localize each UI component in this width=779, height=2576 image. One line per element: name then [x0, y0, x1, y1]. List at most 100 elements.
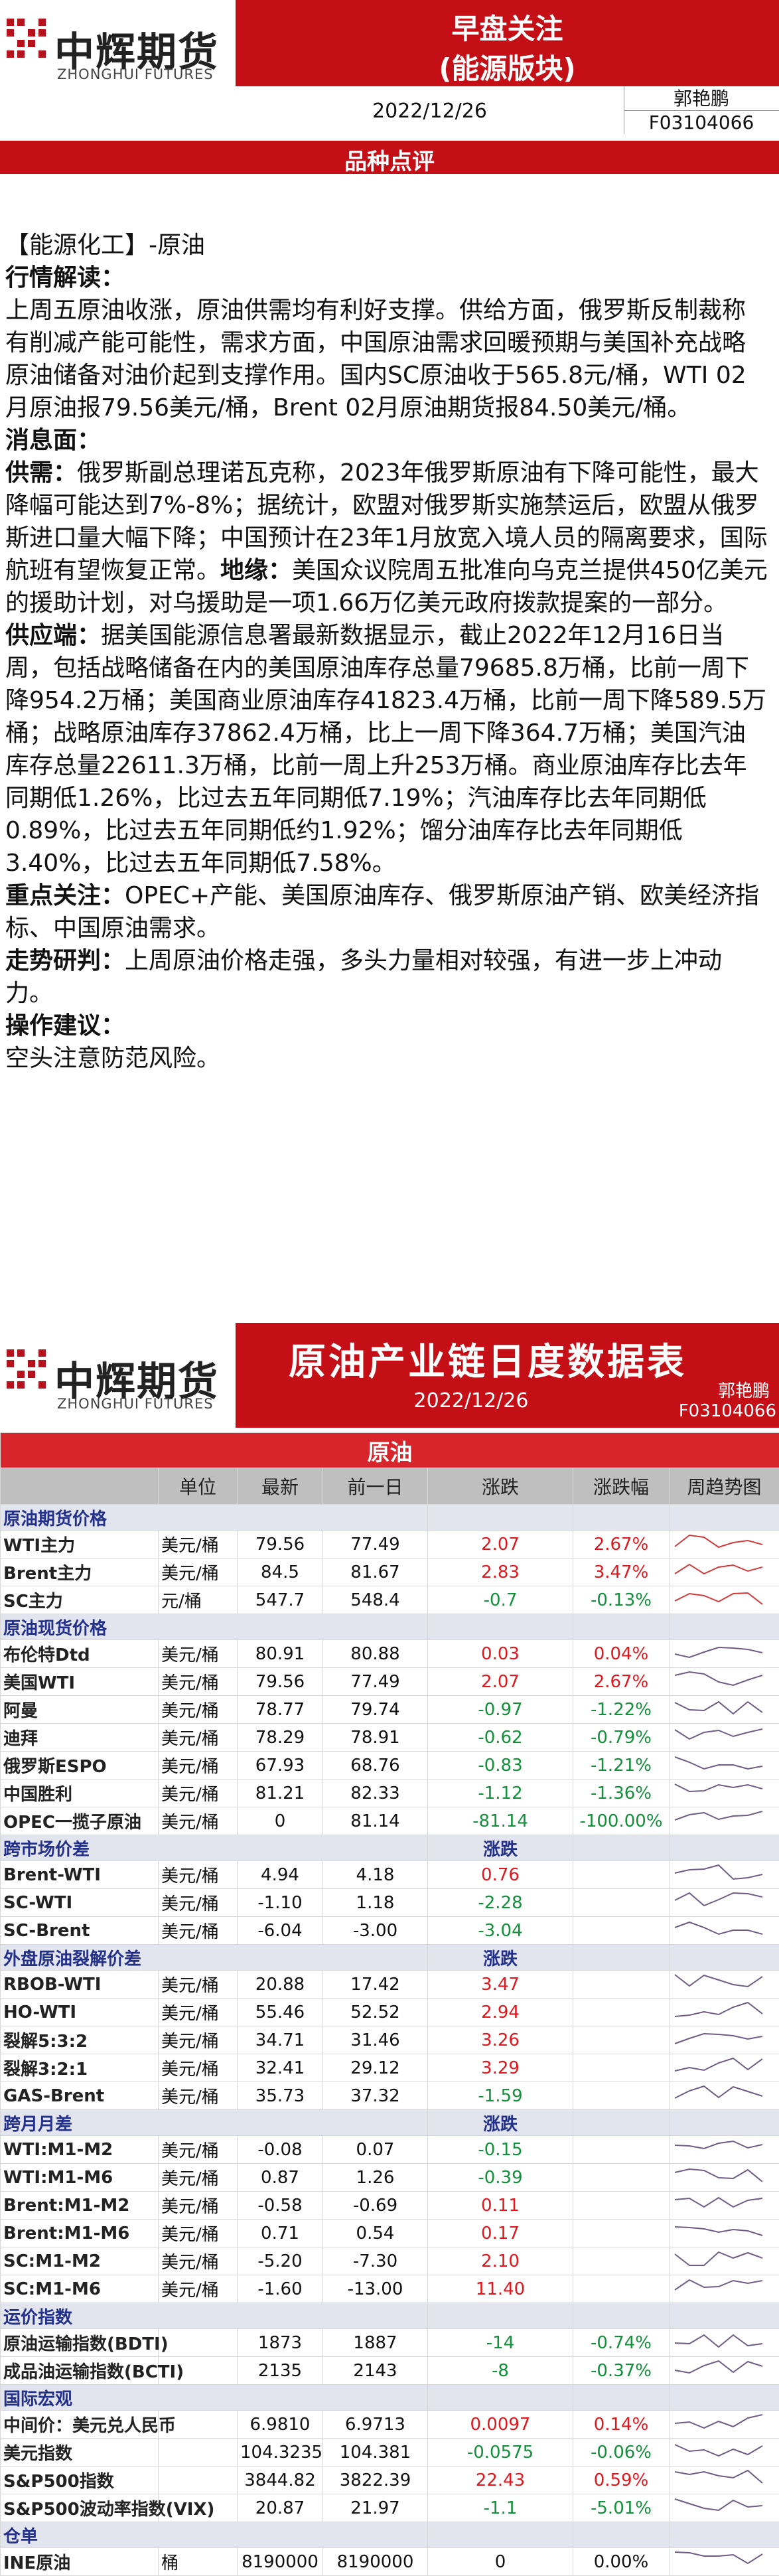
column-label: 涨跌: [428, 1468, 573, 1505]
unit: 美元/桶: [159, 2164, 238, 2192]
trend-cell: [670, 1889, 779, 1917]
previous: -0.69: [323, 2192, 428, 2220]
latest: 32.41: [238, 2054, 323, 2082]
unit: 美元/桶: [159, 2247, 238, 2275]
change-pct: [573, 2164, 670, 2192]
change-pct: 2.67%: [573, 1531, 670, 1558]
latest: 67.93: [238, 1752, 323, 1780]
article-paragraph: 走势研判：上周原油价格走强，多头力量相对较强，有进一步上冲动力。: [5, 945, 768, 1010]
row-name: 原油运输指数(BDTI): [1, 2329, 159, 2357]
change-pct: [573, 2082, 670, 2110]
change: 2.83: [428, 1558, 573, 1586]
previous: 79.74: [323, 1696, 428, 1724]
change-pct: [573, 2026, 670, 2054]
trend-cell: [670, 1640, 779, 1668]
unit: 美元/桶: [159, 2192, 238, 2220]
logo-square: [17, 1349, 25, 1357]
article-paragraph: 供应端：据美国能源信息署最新数据显示，截止2022年12月16日当周，包括战略储…: [5, 619, 768, 879]
author: 郭艳鹏: [624, 86, 779, 112]
paragraph-text: 上周五原油收涨，原油供需均有利好支撑。供给方面，俄罗斯反制裁称有削减产能可能性，…: [5, 297, 746, 421]
section-title: 运价指数: [1, 2303, 428, 2329]
section-cell: [670, 2522, 779, 2548]
latest: 104.3235: [238, 2439, 323, 2466]
logo-square: [28, 29, 35, 37]
trend-sparkline: [670, 1586, 769, 1609]
change-pct: 2.67%: [573, 1668, 670, 1696]
unit: 桶: [159, 2548, 238, 2576]
trend-cell: [670, 1586, 779, 1614]
change: -2.28: [428, 1889, 573, 1917]
section-cell: [670, 1835, 779, 1861]
section-cell: [428, 1505, 573, 1531]
logo-square: [28, 1371, 35, 1378]
article-paragraph: 上周五原油收涨，原油供需均有利好支撑。供给方面，俄罗斯反制裁称有削减产能可能性，…: [5, 294, 768, 424]
change-pct: [573, 1889, 670, 1917]
sparkline-path: [675, 1564, 762, 1574]
sparkline-path: [675, 1975, 762, 1987]
section-cell: [670, 2303, 779, 2329]
logo-square: [7, 1360, 14, 1367]
row-name: GAS-Brent: [1, 2082, 159, 2110]
unit: 美元/桶: [159, 1696, 238, 1724]
latest: 55.46: [238, 1999, 323, 2026]
trend-cell: [670, 1724, 779, 1752]
sparkline-path: [675, 1593, 762, 1604]
change-pct: 0.59%: [573, 2466, 670, 2494]
change: 2.94: [428, 1999, 573, 2026]
sparkline-path: [675, 1784, 762, 1791]
section-row: 原油期货价格: [1, 1505, 779, 1531]
row-name: S&P500波动率指数(VIX): [1, 2494, 159, 2522]
sparkline-path: [675, 1535, 762, 1547]
previous: 0.54: [323, 2220, 428, 2247]
latest: 6.9810: [238, 2411, 323, 2439]
change: -0.7: [428, 1586, 573, 1614]
paragraph-lead: 地缘：: [220, 557, 292, 584]
logo-square: [38, 1381, 46, 1389]
trend-cell: [670, 1971, 779, 1999]
change-pct: -0.79%: [573, 1724, 670, 1752]
latest: 20.88: [238, 1971, 323, 1999]
trend-sparkline: [670, 1752, 769, 1774]
row-name: Brent主力: [1, 1558, 159, 1586]
change-pct: [573, 2192, 670, 2220]
trend-cell: [670, 2357, 779, 2385]
logo-square: [7, 50, 14, 58]
sparkline-path: [675, 2003, 762, 2016]
trend-cell: [670, 1861, 779, 1889]
latest: 34.71: [238, 2026, 323, 2054]
change-pct: -0.74%: [573, 2329, 670, 2357]
trend-sparkline: [670, 2192, 769, 2214]
section-title: 跨市场价差: [1, 1835, 428, 1861]
trend-sparkline: [670, 2136, 769, 2159]
article-paragraph: 空头注意防范风险。: [5, 1042, 768, 1075]
latest: 8190000: [238, 2548, 323, 2576]
section-cell: [573, 1945, 670, 1971]
change: -81.14: [428, 1807, 573, 1835]
row-name: SC:M1-M6: [1, 2275, 159, 2303]
trend-sparkline: [670, 1999, 769, 2021]
row-name: SC主力: [1, 1586, 159, 1614]
change: -0.39: [428, 2164, 573, 2192]
trend-cell: [670, 2220, 779, 2247]
section-row: 国际宏观: [1, 2385, 779, 2411]
trend-sparkline: [670, 2026, 769, 2049]
latest: 4.94: [238, 1861, 323, 1889]
sparkline-path: [675, 1729, 762, 1739]
column-label: 最新: [238, 1468, 323, 1505]
row-name: Brent:M1-M6: [1, 2220, 159, 2247]
previous: 52.52: [323, 1999, 428, 2026]
change: 0.76: [428, 1861, 573, 1889]
change: -0.0575: [428, 2439, 573, 2466]
trend-cell: [670, 2494, 779, 2522]
trend-sparkline: [670, 2082, 769, 2105]
section-cell: [573, 2110, 670, 2136]
sparkline-path: [675, 1893, 762, 1906]
